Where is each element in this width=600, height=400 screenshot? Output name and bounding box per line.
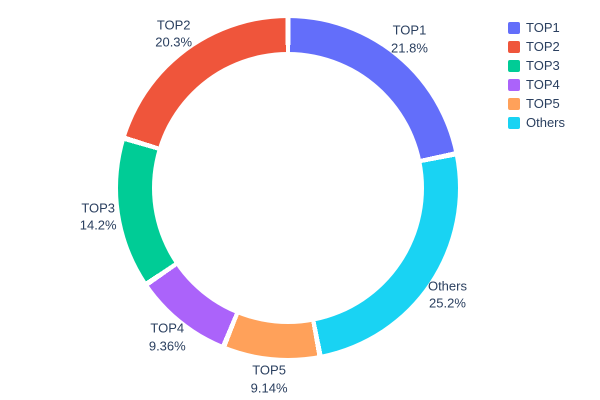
legend-item-label: TOP2 [526,39,560,54]
slice-label-name: TOP4 [150,320,185,336]
slice-label-percent: 25.2% [429,295,466,311]
legend: TOP1 TOP2 TOP3 TOP4 TOP5 Others [508,20,565,130]
legend-swatch-icon [508,40,520,53]
slice-label-top5: TOP5 9.14% [251,362,288,397]
slice-label-name: TOP3 [81,200,116,216]
legend-swatch-icon [508,97,520,110]
legend-swatch-icon [508,21,520,34]
donut-ring[interactable] [118,18,458,358]
donut-hole [152,52,424,324]
slice-label-name: TOP5 [252,362,286,378]
slice-label-percent: 14.2% [79,217,117,233]
slice-label-name: TOP1 [392,22,427,38]
legend-item-top2[interactable]: TOP2 [508,39,565,54]
slice-label-top4: TOP4 9.36% [149,320,186,355]
slice-label-top1: TOP1 21.8% [391,22,428,57]
legend-swatch-icon [508,59,520,72]
legend-swatch-icon [508,78,520,91]
slice-label-top2: TOP2 20.3% [155,16,192,51]
legend-item-label: TOP4 [526,77,560,92]
legend-item-others[interactable]: Others [508,115,565,130]
legend-item-top3[interactable]: TOP3 [508,58,565,73]
legend-item-top1[interactable]: TOP1 [508,20,565,35]
slice-label-percent: 21.8% [391,40,428,56]
slice-label-percent: 9.14% [250,380,288,396]
legend-item-label: TOP1 [526,20,560,35]
slice-label-others: Others 25.2% [428,277,467,312]
legend-item-top5[interactable]: TOP5 [508,96,565,111]
legend-item-label: Others [526,115,566,130]
slice-label-percent: 20.3% [155,34,193,50]
legend-item-label: TOP3 [526,58,560,73]
slice-label-name: Others [427,278,467,294]
legend-item-top4[interactable]: TOP4 [508,77,565,92]
legend-swatch-icon [508,116,520,129]
slice-label-name: TOP2 [156,17,191,33]
legend-item-label: TOP5 [526,96,560,111]
slice-label-top3: TOP3 14.2% [80,199,117,234]
slice-label-percent: 9.36% [148,338,186,354]
